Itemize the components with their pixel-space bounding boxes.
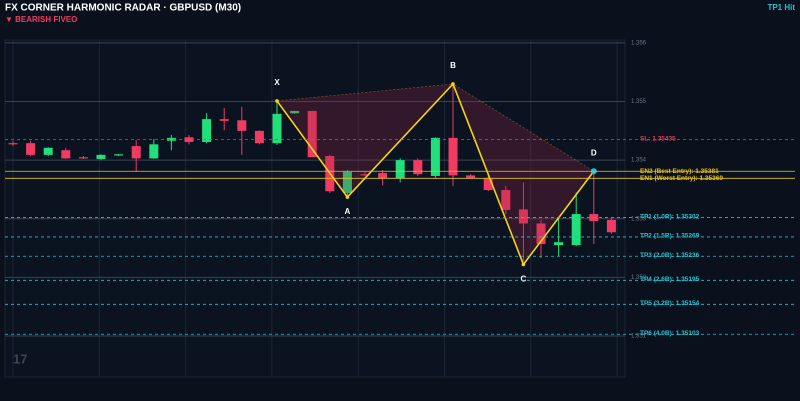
pattern-point (275, 99, 279, 103)
candle-body (166, 137, 176, 141)
candle-body (466, 175, 476, 179)
level-label: TP4 (2.6R): 1.35195 (640, 276, 700, 283)
chart-subtitle: ▼ BEARISH FIVEO (5, 15, 77, 24)
candle-body (61, 150, 71, 159)
candle-body (360, 174, 370, 176)
level-label: SL: 1.35435 (640, 135, 676, 142)
candle-body (202, 119, 212, 142)
logo: 17 (13, 351, 27, 366)
candle-body (307, 110, 317, 158)
pattern-point (521, 262, 526, 267)
candle-body (448, 137, 458, 176)
candle-body (483, 178, 493, 191)
candle-body (254, 130, 264, 144)
pattern-label: X (274, 78, 280, 87)
candle-body (43, 147, 53, 155)
candle-body (290, 110, 300, 114)
candle-body (536, 223, 546, 244)
level-label: EN1 (Worst Entry): 1.35369 (640, 175, 723, 182)
candle-body (430, 137, 440, 176)
candle-body (606, 219, 616, 233)
pattern-label: A (345, 207, 351, 216)
y-tick-label: 1.354 (631, 158, 647, 164)
level-label: TP6 (4.0R): 1.35103 (640, 330, 700, 337)
level-label: EN2 (Best Entry): 1.35381 (640, 168, 719, 175)
level-label: TP2 (1.5R): 1.35269 (640, 233, 700, 240)
pattern-point (451, 82, 455, 86)
candle-body (114, 154, 124, 156)
candle-body (184, 137, 194, 142)
candle-body (342, 171, 352, 193)
y-tick-label: 1.355 (631, 99, 647, 105)
candle-body (518, 209, 528, 224)
pattern-label: C (521, 275, 527, 284)
y-tick-label: 1.356 (631, 41, 647, 47)
candle-body (78, 157, 88, 159)
candle-body (272, 113, 282, 144)
candle-body (501, 190, 511, 210)
y-tick-label: 1.352 (631, 275, 647, 281)
pattern-point (345, 195, 350, 199)
status: TP1 Hit (767, 3, 795, 12)
plot-area (4, 39, 626, 378)
candle-body (413, 160, 423, 175)
candle-body (8, 143, 18, 145)
pattern-label: B (450, 61, 456, 70)
candle-body (395, 160, 405, 179)
candle-body (131, 146, 141, 159)
candle-body (26, 143, 36, 155)
candle-body (554, 242, 564, 246)
candle-body (149, 144, 159, 159)
level-label: TP5 (3.2R): 1.35154 (640, 300, 700, 307)
candle-body (571, 214, 581, 246)
chart-title: FX CORNER HARMONIC RADAR · GBPUSD (M30) (5, 3, 241, 14)
y-tick-label: 1.351 (631, 334, 647, 340)
candle-body (96, 154, 106, 159)
candle-body (378, 173, 388, 179)
pattern-label: D (591, 148, 597, 157)
level-label: TP3 (2.0R): 1.35236 (640, 252, 700, 259)
candle-body (237, 120, 247, 131)
candle-body (219, 119, 229, 121)
level-label: TP1 (1.0R): 1.35302 (640, 213, 700, 220)
y-tick-label: 1.353 (631, 216, 647, 222)
